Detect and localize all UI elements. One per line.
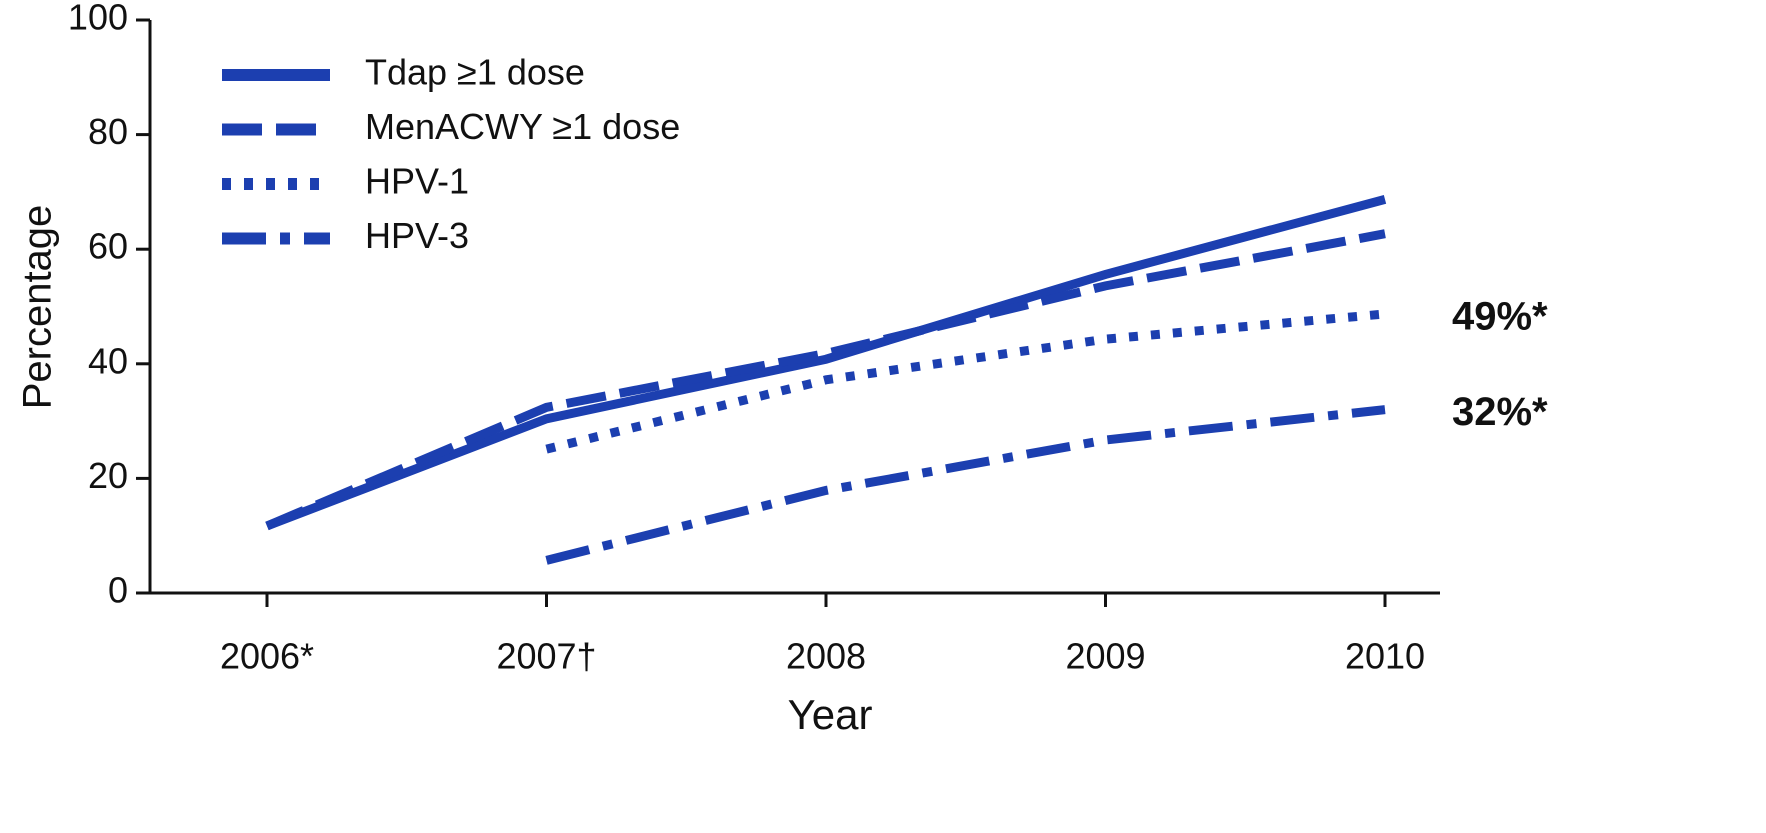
y-tick-label: 100	[68, 0, 128, 38]
value-label: 32%*	[1452, 390, 1548, 434]
y-tick-label: 20	[88, 455, 128, 496]
legend-label: HPV-3	[365, 215, 469, 256]
x-tick-label: 2007†	[496, 636, 596, 677]
series-line	[545, 309, 1386, 454]
value-label: 49%*	[1452, 295, 1548, 339]
x-tick-label: 2010	[1345, 636, 1425, 677]
series-line	[545, 405, 1386, 565]
y-tick-label: 0	[108, 570, 128, 611]
legend-label: MenACWY ≥1 dose	[365, 106, 680, 147]
legend-label: Tdap ≥1 dose	[365, 52, 585, 93]
x-tick-label: 2006*	[220, 636, 314, 677]
y-tick-label: 40	[88, 340, 128, 381]
series-line	[265, 195, 1387, 531]
y-tick-label: 60	[88, 226, 128, 267]
x-tick-label: 2008	[786, 636, 866, 677]
x-tick-label: 2009	[1065, 636, 1145, 677]
x-axis-label: Year	[788, 691, 873, 738]
y-tick-label: 80	[88, 111, 128, 152]
legend-label: HPV-1	[365, 161, 469, 202]
y-axis-label: Percentage	[16, 205, 60, 410]
